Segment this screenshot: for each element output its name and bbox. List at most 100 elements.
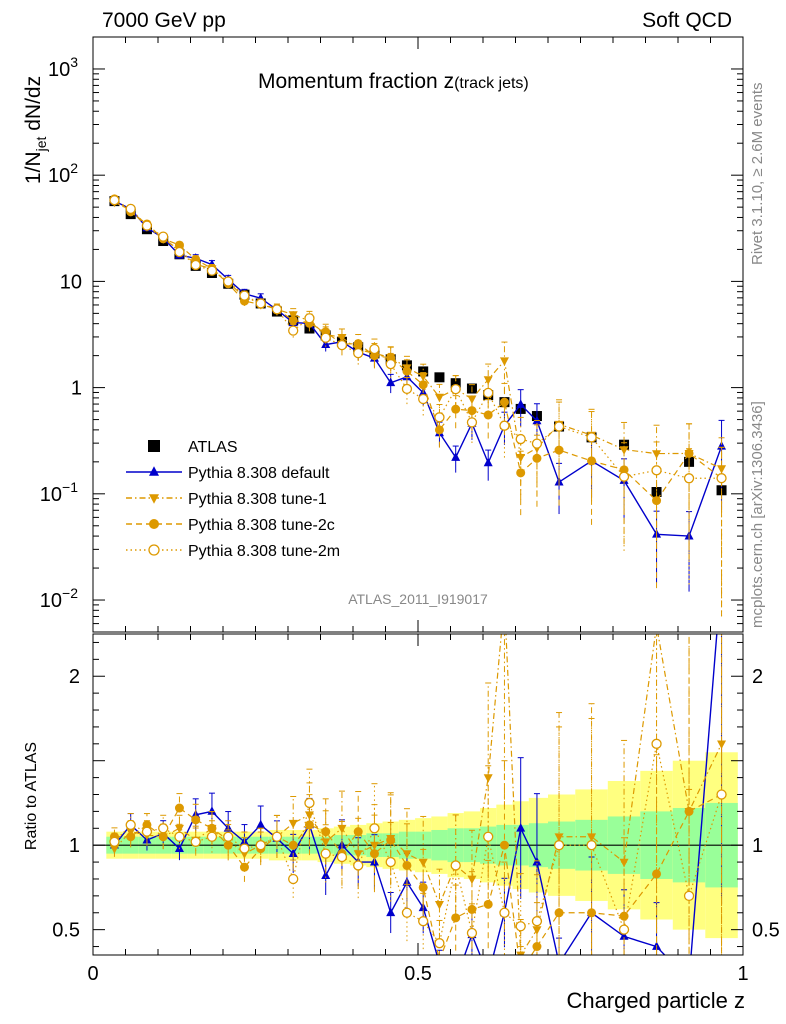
ratio-point <box>207 806 217 815</box>
ratio-y-tick-label: 2 <box>69 666 80 688</box>
data-point <box>141 220 153 231</box>
y-tick-label-exp: −1 <box>62 479 78 495</box>
data-point <box>553 421 565 432</box>
series-line <box>114 199 722 479</box>
ratio-point <box>271 831 283 842</box>
y-axis-label-pre: 1/N <box>22 151 45 184</box>
x-tick-label: 1 <box>737 963 748 985</box>
data-point <box>451 404 461 414</box>
data-point <box>450 383 461 395</box>
data-point <box>499 397 509 407</box>
data-point <box>450 378 461 389</box>
ratio-y-tick-label-right: 1 <box>752 835 763 857</box>
ratio-point <box>483 774 493 783</box>
ratio-point <box>435 958 444 967</box>
data-point <box>652 496 662 506</box>
y-axis-label-post: dN/dz <box>22 76 45 137</box>
ratio-point <box>256 819 266 829</box>
data-point <box>483 387 494 399</box>
data-point <box>651 487 662 498</box>
ratio-point <box>467 904 477 914</box>
data-point <box>385 358 396 370</box>
legend-label-atlas: ATLAS <box>188 439 238 456</box>
data-point <box>434 412 445 423</box>
ratio-point <box>652 622 661 631</box>
data-point <box>499 357 509 366</box>
ratio-point <box>619 931 629 940</box>
ratio-series-line <box>114 793 722 955</box>
y-axis-label-sub: jet <box>33 137 49 153</box>
data-point <box>586 432 597 443</box>
data-point <box>174 246 185 258</box>
ratio-point <box>500 597 509 606</box>
ratio-y-tick-label: 0.5 <box>52 920 80 942</box>
data-point <box>418 393 429 405</box>
y-tick-label-exp: −2 <box>62 585 78 601</box>
data-point <box>336 339 348 351</box>
data-point <box>515 433 526 445</box>
ratio-point <box>369 841 379 851</box>
x-tick-label: 0 <box>87 963 98 985</box>
data-point <box>206 265 218 276</box>
header-left: 7000 GeV pp <box>102 9 226 32</box>
ratio-panel-series <box>109 597 727 984</box>
y-tick-label-base: 10 <box>48 59 70 81</box>
legend-marker-pythia-8-308-tune-2c <box>149 519 159 529</box>
data-point <box>466 417 478 428</box>
rivet-info: Rivet 3.1.10, ≥ 2.6M events <box>749 83 766 266</box>
ratio-point <box>223 831 234 842</box>
ratio-point <box>483 831 494 842</box>
data-point <box>652 450 662 459</box>
ratio-point <box>304 797 315 809</box>
ratio-point <box>401 907 413 918</box>
data-point <box>239 290 250 301</box>
ratio-point <box>451 975 460 984</box>
ratio-point <box>353 850 363 859</box>
ratio-y-tick-label-right: 0.5 <box>752 920 780 942</box>
y-tick-label-base: 10 <box>48 165 70 187</box>
ratio-point <box>223 840 233 850</box>
series-pythia-8-308-tune-2m <box>109 195 727 617</box>
ratio-point <box>499 907 510 918</box>
header-right: Soft QCD <box>642 9 732 32</box>
series-line <box>114 200 723 537</box>
ratio-y-tick-label-right: 2 <box>752 666 763 688</box>
ratio-point <box>402 860 412 870</box>
ratio-series-pythia-8-308-tune-2m <box>109 634 727 955</box>
legend-marker-pythia-8-308-default <box>149 466 159 476</box>
data-point <box>353 347 364 359</box>
ratio-point <box>532 926 542 935</box>
ratio-point <box>239 843 250 854</box>
data-point <box>271 304 283 315</box>
y-tick-label: 102 <box>48 160 78 187</box>
data-point <box>531 438 543 449</box>
ratio-point <box>499 840 509 850</box>
data-point <box>125 203 136 215</box>
ratio-point <box>239 862 249 872</box>
data-point <box>483 457 493 467</box>
data-point <box>109 195 120 206</box>
ratio-point <box>304 820 314 830</box>
data-point <box>483 376 493 385</box>
ratio-point <box>717 740 727 749</box>
y-tick-label: 1 <box>71 378 82 400</box>
ratio-point <box>320 848 331 859</box>
ratio-point <box>586 840 597 851</box>
ratio-point <box>716 789 727 800</box>
legend-marker-pythia-8-308-tune-2m <box>148 544 160 556</box>
ratio-point <box>532 942 542 952</box>
y-tick-label-base: 10 <box>40 484 62 506</box>
ratio-y-axis-label: Ratio to ATLAS <box>23 742 40 850</box>
data-point <box>386 377 396 387</box>
data-point <box>651 465 662 476</box>
ratio-point <box>450 860 461 871</box>
data-point <box>288 315 298 325</box>
ratio-point <box>386 835 396 845</box>
y-tick-label-base: 10 <box>60 271 82 293</box>
data-point <box>451 452 461 461</box>
data-point <box>288 325 299 336</box>
y-tick-label: 10−1 <box>40 479 78 506</box>
ratio-point <box>288 840 298 850</box>
y-axis-label: 1/Njet dN/dz <box>22 76 49 184</box>
